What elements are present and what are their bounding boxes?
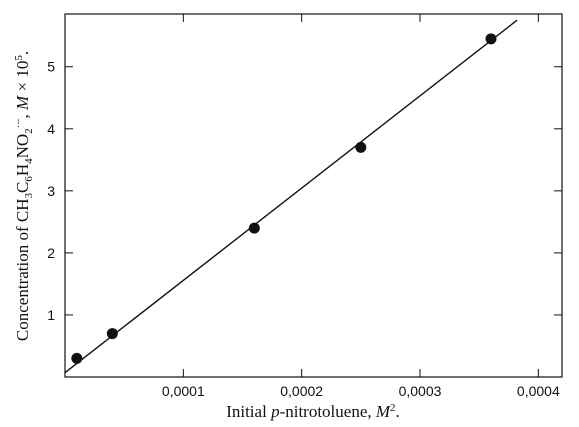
data-point xyxy=(106,328,118,340)
ticks: 0,0001 0,0002 0,0003 0,0004 1 2 3 4 5 xyxy=(47,14,562,399)
y-tick-label: 1 xyxy=(47,307,55,323)
x-axis-label: Initial p-nitrotoluene, M2. xyxy=(226,402,400,421)
y-axis-label: Concentration of CH3C6H4NO2·−, M × 105. xyxy=(13,51,35,341)
data-point xyxy=(248,222,260,234)
data-point xyxy=(71,352,83,364)
data-point xyxy=(485,33,497,45)
x-tick-label: 0,0002 xyxy=(280,383,323,399)
x-tick-label: 0,0001 xyxy=(162,383,205,399)
y-tick-label: 5 xyxy=(47,59,55,75)
y-tick-label: 2 xyxy=(47,245,55,261)
data-point xyxy=(355,141,367,153)
y-tick-label: 4 xyxy=(47,121,55,137)
x-tick-label: 0,0004 xyxy=(517,383,560,399)
plot-frame xyxy=(64,13,563,378)
x-tick-label: 0,0003 xyxy=(399,383,442,399)
fit-line xyxy=(64,19,518,374)
y-tick-label: 3 xyxy=(47,183,55,199)
marks xyxy=(64,19,518,374)
